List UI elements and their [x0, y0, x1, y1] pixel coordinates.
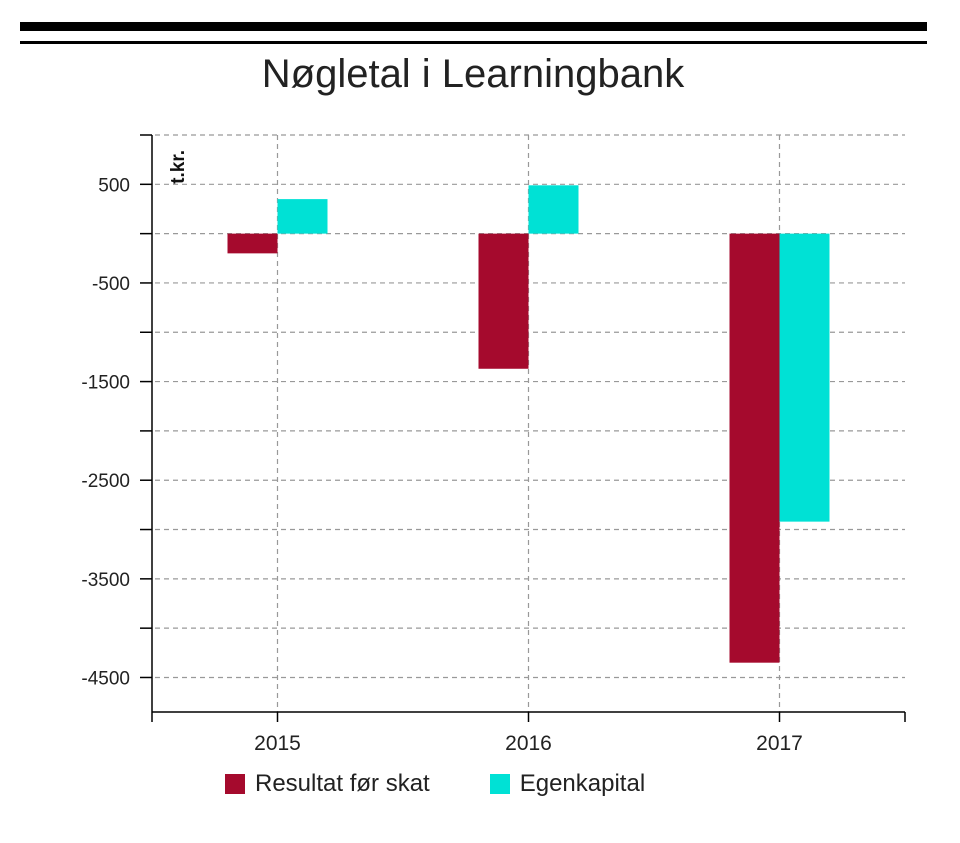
legend-item-resultat: Resultat før skat: [225, 770, 430, 798]
chart-title: Nøgletal i Learningbank: [261, 52, 685, 96]
y-tick-label: -2500: [81, 471, 130, 492]
legend-label-egenkapital: Egenkapital: [519, 770, 646, 797]
legend-swatch-egenkapital: [489, 774, 510, 794]
header-rule-thin: [20, 41, 927, 44]
legend-item-egenkapital: Egenkapital: [489, 770, 646, 798]
x-tick-label: 2015: [254, 732, 301, 755]
y-axis-label: t.kr.: [168, 150, 189, 184]
bar-egenkapital-2015: [277, 199, 328, 234]
y-tick-label: -1500: [81, 373, 130, 394]
legend-label-resultat: Resultat før skat: [255, 770, 430, 797]
x-tick-label: 2016: [505, 732, 552, 755]
x-tick-label: 2017: [756, 732, 803, 755]
legend: Resultat før skat Egenkapital: [225, 770, 705, 798]
header-rule-thick: [20, 22, 927, 31]
bar-resultat-2017: [729, 233, 780, 663]
bar-egenkapital-2016: [528, 185, 579, 234]
bar-resultat-2016: [478, 233, 529, 369]
y-tick-label: 500: [98, 175, 130, 196]
bar-resultat-2015: [227, 233, 278, 254]
y-tick-label: -3500: [81, 570, 130, 591]
y-tick-label: -4500: [81, 668, 130, 689]
legend-swatch-resultat: [225, 774, 245, 794]
y-tick-label: -500: [92, 274, 130, 295]
bar-egenkapital-2017: [779, 233, 830, 522]
